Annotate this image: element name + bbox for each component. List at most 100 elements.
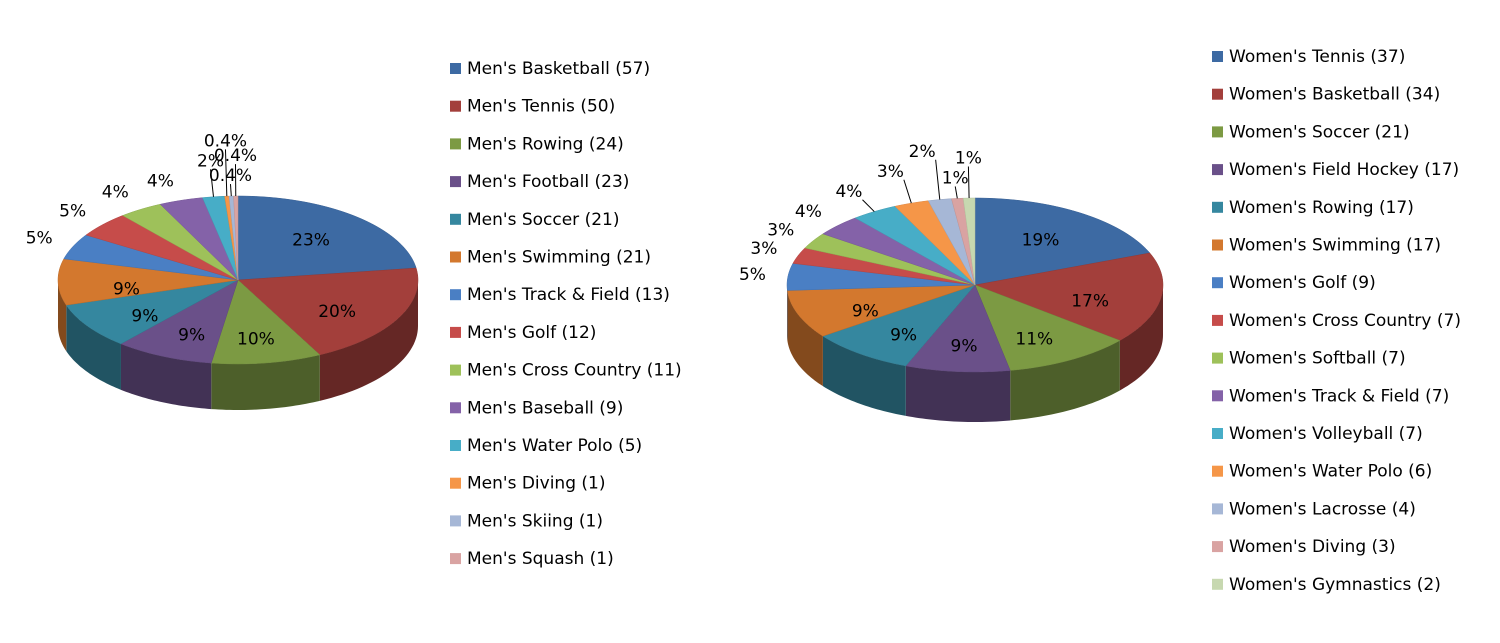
- legend-swatch: [1212, 239, 1223, 251]
- legend-label: Men's Track & Field (13): [467, 285, 670, 305]
- data-label: 23%: [292, 231, 330, 251]
- legend-swatch: [450, 289, 461, 301]
- legend-label: Men's Squash (1): [467, 549, 614, 569]
- data-label: 17%: [1071, 291, 1109, 311]
- data-label: 2%: [909, 142, 936, 162]
- data-label: 9%: [113, 279, 140, 299]
- legend-label: Women's Basketball (34): [1229, 85, 1440, 105]
- legend-swatch: [450, 176, 461, 188]
- legend-label: Women's Diving (3): [1229, 537, 1396, 557]
- legend-swatch: [1212, 578, 1223, 590]
- slice: [237, 195, 417, 281]
- legend-swatch: [1212, 465, 1223, 477]
- leader-line: [903, 179, 912, 204]
- slice-side: [1010, 340, 1120, 421]
- legend-label: Men's Rowing (24): [467, 134, 624, 154]
- slice-side: [787, 290, 823, 387]
- leader-line: [209, 169, 214, 197]
- legend-label: Women's Cross Country (7): [1229, 311, 1461, 331]
- legend-swatch: [450, 63, 461, 74]
- slice: [974, 252, 1164, 341]
- slice: [63, 234, 239, 281]
- data-label: 0.4%: [209, 166, 252, 186]
- legend-label: Women's Rowing (17): [1229, 198, 1414, 218]
- legend-swatch: [450, 402, 461, 414]
- data-label: 9%: [178, 325, 205, 345]
- legend-swatch: [450, 515, 461, 527]
- leader-line: [935, 159, 941, 200]
- legend-label: Women's Lacrosse (4): [1229, 499, 1416, 519]
- leader-line: [229, 184, 232, 197]
- slice: [85, 215, 239, 281]
- legend-swatch: [450, 251, 461, 263]
- data-label: 4%: [102, 183, 129, 203]
- legend-label: Women's Softball (7): [1229, 349, 1406, 369]
- data-label: 19%: [1022, 230, 1060, 250]
- slice-side: [120, 343, 212, 410]
- data-label: 4%: [835, 182, 862, 202]
- data-label: 9%: [131, 307, 158, 327]
- legend-swatch: [450, 364, 461, 376]
- legend-label: Women's Golf (9): [1229, 273, 1376, 293]
- slice: [822, 217, 976, 286]
- legend-swatch: [1212, 164, 1223, 176]
- slice-side: [905, 365, 1011, 422]
- data-label: 9%: [852, 301, 879, 321]
- data-label: 5%: [739, 265, 766, 285]
- slice: [974, 197, 1151, 286]
- slice-side: [211, 354, 320, 410]
- legend-label: Women's Swimming (17): [1229, 236, 1441, 256]
- legend-swatch: [1212, 51, 1223, 62]
- data-label: 3%: [750, 239, 777, 259]
- slice: [854, 206, 976, 286]
- legend-swatch: [1212, 277, 1223, 289]
- slice: [962, 197, 976, 286]
- slice: [792, 247, 976, 286]
- legend-swatch: [450, 326, 461, 338]
- slice: [57, 258, 239, 306]
- legend-swatch: [1212, 126, 1223, 138]
- legend-swatch: [450, 440, 461, 451]
- legend-swatch: [1212, 314, 1223, 326]
- slice-side: [66, 305, 121, 390]
- legend-label: Women's Field Hockey (17): [1229, 160, 1459, 180]
- leader-line: [224, 149, 228, 197]
- data-label: 9%: [951, 337, 978, 357]
- data-label: 1%: [955, 148, 982, 168]
- legend-label: Women's Soccer (21): [1229, 122, 1410, 142]
- legend-label: Men's Swimming (21): [467, 248, 651, 268]
- legend-label: Men's Skiing (1): [467, 511, 603, 531]
- data-label: 2%: [197, 151, 224, 171]
- legend-swatch: [450, 477, 461, 489]
- slice: [237, 267, 419, 356]
- slice: [786, 263, 976, 291]
- legend-label: Women's Volleyball (7): [1229, 424, 1423, 444]
- legend-swatch: [450, 138, 461, 150]
- slice-side: [58, 280, 67, 352]
- data-label: 1%: [942, 168, 969, 188]
- slice: [974, 284, 1121, 371]
- legend-swatch: [450, 553, 461, 565]
- legend-label: Women's Track & Field (7): [1229, 386, 1449, 406]
- legend-swatch: [1212, 428, 1223, 439]
- legend-label: Men's Soccer (21): [467, 210, 619, 230]
- legend-swatch: [1212, 541, 1223, 553]
- slice: [120, 279, 239, 364]
- legend-label: Women's Water Polo (6): [1229, 462, 1432, 482]
- slice: [65, 279, 239, 345]
- legend-label: Men's Football (23): [467, 172, 629, 192]
- data-label: 5%: [26, 229, 53, 249]
- legend-swatch: [1212, 201, 1223, 213]
- slice: [787, 284, 976, 337]
- leader-line: [967, 166, 970, 199]
- data-label: 4%: [795, 202, 822, 222]
- legend-label: Men's Baseball (9): [467, 398, 623, 418]
- data-label: 3%: [767, 221, 794, 241]
- data-label: 4%: [147, 171, 174, 191]
- legend-label: Men's Water Polo (5): [467, 436, 642, 456]
- legend-swatch: [450, 213, 461, 225]
- slice: [804, 233, 976, 286]
- legend-swatch: [1212, 88, 1223, 100]
- data-label: 20%: [318, 302, 356, 322]
